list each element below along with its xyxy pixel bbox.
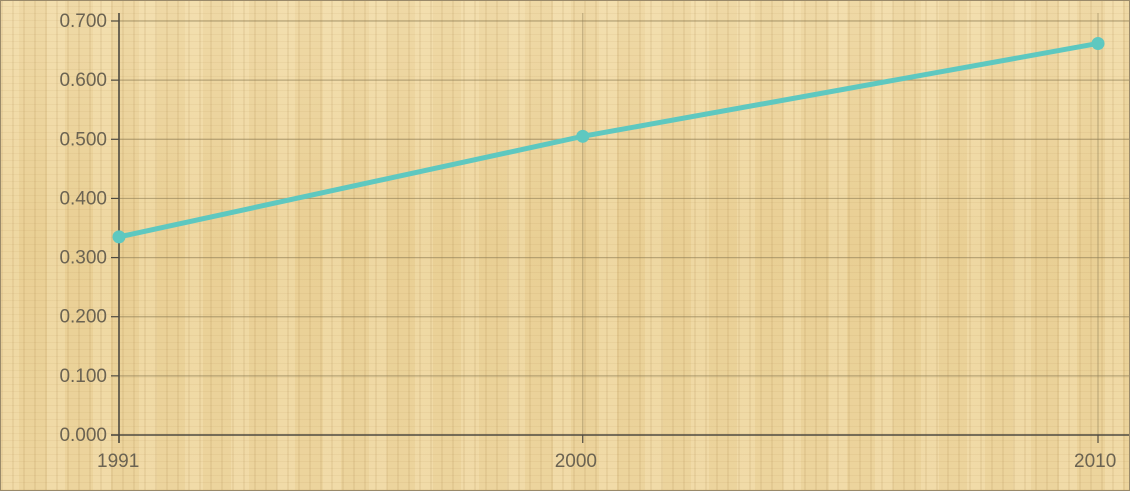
grid — [119, 13, 1129, 435]
y-tick-label: 0.200 — [59, 307, 107, 328]
data-point[interactable] — [576, 129, 590, 143]
y-tick-label: 0.000 — [59, 425, 107, 446]
series — [112, 36, 1105, 244]
data-point[interactable] — [112, 230, 126, 244]
x-axis-ticks: 1991 2000 2010 — [97, 435, 1116, 472]
x-tick-label: 1991 — [97, 451, 139, 472]
y-tick-label: 0.300 — [59, 248, 107, 269]
x-tick-label: 2010 — [1074, 451, 1116, 472]
y-axis-ticks: 0.000 0.100 0.200 0.300 0.400 0.500 0.600 0.700 — [59, 11, 119, 446]
data-point[interactable] — [1091, 36, 1105, 50]
y-tick-label: 0.700 — [59, 11, 107, 32]
y-tick-label: 0.400 — [59, 188, 107, 209]
axes — [111, 13, 1129, 443]
y-tick-label: 0.600 — [59, 70, 107, 91]
y-tick-label: 0.500 — [59, 129, 107, 150]
x-tick-label: 2000 — [555, 451, 597, 472]
y-tick-label: 0.100 — [59, 366, 107, 387]
series-line — [116, 40, 1101, 240]
